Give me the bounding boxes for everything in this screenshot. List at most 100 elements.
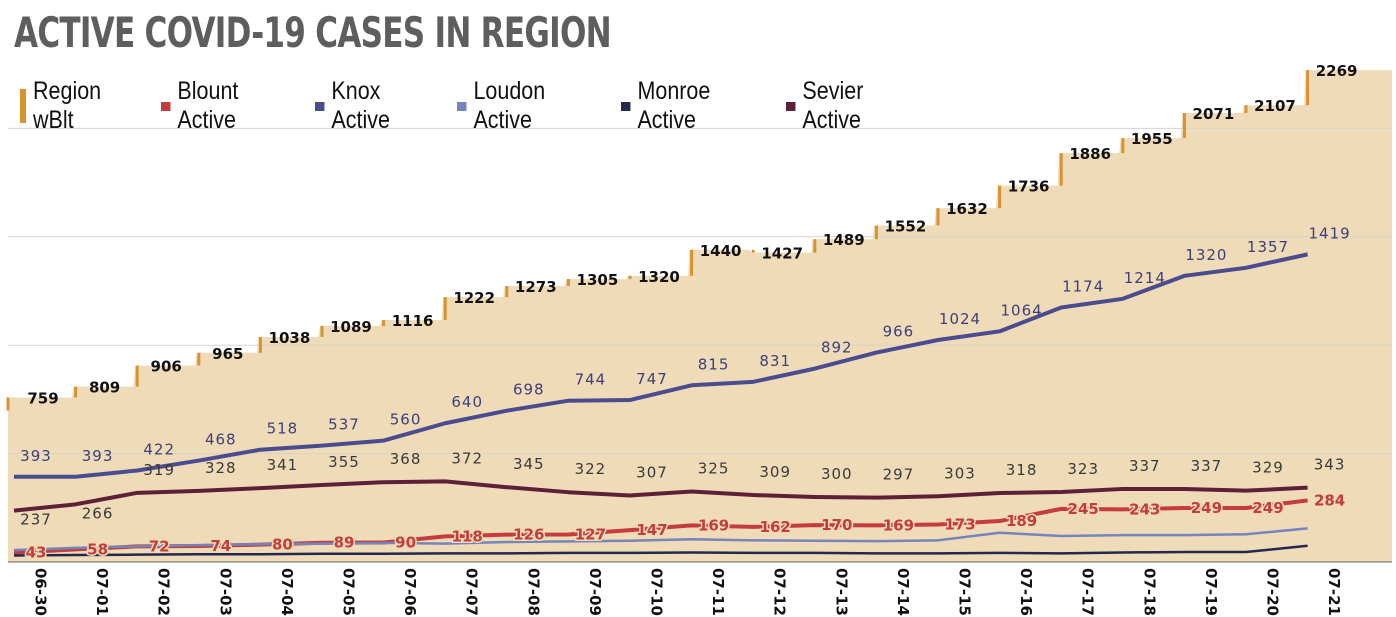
region-value-label: 1489 [823,231,865,249]
sevier-value-label: 372 [451,449,483,467]
knox-value-label: 422 [143,441,175,459]
x-tick-label: 07-04 [278,568,296,616]
knox-value-label: 1214 [1124,269,1166,287]
blount-value-label: 173 [944,515,975,533]
legend-swatch-monroe [621,101,631,111]
blount-value-label: 189 [1006,512,1037,530]
sevier-value-label: 325 [698,460,730,478]
x-tick-label: 07-13 [832,568,850,616]
knox-value-label: 518 [267,420,299,438]
region-value-label: 1955 [1131,130,1173,148]
region-value-label: 1089 [330,318,372,336]
x-tick-label: 07-09 [586,568,604,616]
blount-value-label: 90 [395,533,416,551]
legend-item-sevier: Sevier Active [786,77,901,135]
legend-item-knox: Knox Active [314,77,420,135]
region-value-label: 1632 [946,200,988,218]
knox-value-label: 560 [390,411,422,429]
blount-value-label: 43 [26,544,47,562]
blount-value-label: 127 [575,525,606,543]
region-value-label: 2269 [1316,62,1358,80]
x-tick-label: 07-02 [155,568,173,616]
knox-value-label: 393 [82,447,114,465]
knox-value-label: 1024 [939,310,981,328]
sevier-value-label: 368 [390,450,422,468]
legend-label-knox: Knox Active [331,77,390,134]
sevier-value-label: 355 [328,453,360,471]
sevier-value-label: 237 [20,511,52,529]
legend-item-region: Region wBlt [20,77,124,135]
x-tick-label: 07-07 [463,568,481,616]
sevier-value-label: 266 [82,504,114,522]
region-value-label: 759 [27,389,58,407]
sevier-value-label: 297 [883,466,915,484]
sevier-value-label: 328 [205,459,237,477]
region-value-label: 1552 [885,218,927,236]
x-tick-label: 07-15 [956,568,974,616]
x-axis: 06-30 07-01 07-02 07-03 07-04 07-05 07-06 07-07… [8,561,1392,616]
blount-value-label: 80 [272,536,293,554]
x-tick-label: 07-05 [340,568,358,616]
blount-value-label: 72 [149,537,170,555]
blount-value-label: 284 [1314,491,1345,509]
region-value-label: 1222 [453,289,495,307]
legend-label-blount: Blount Active [177,77,239,134]
region-value-label: 1116 [392,312,434,330]
sevier-value-label: 337 [1129,457,1161,475]
blount-value-label: 118 [452,527,483,545]
data-labels: 759 809 906 965 1038 1089 1116 1222 1273 1305 1320… [20,62,1358,563]
knox-value-label: 537 [328,416,360,434]
x-tick-label: 07-06 [401,568,419,616]
sevier-value-label: 329 [1252,459,1284,477]
sevier-value-label: 345 [513,455,545,473]
region-value-label: 1427 [761,245,803,263]
region-value-label: 1886 [1069,145,1111,163]
region-value-label: 2107 [1254,97,1296,115]
legend-swatch-region [20,89,27,123]
sevier-value-label: 303 [944,464,976,482]
knox-value-label: 831 [759,352,791,370]
blount-value-label: 147 [636,521,667,539]
grid-lines [8,127,1392,455]
legend-label-region: Region wBlt [33,77,102,134]
blount-value-label: 74 [210,537,231,555]
knox-value-label: 744 [575,371,607,389]
blount-value-label: 58 [87,540,108,558]
sevier-value-label: 322 [575,460,607,478]
legend-label-monroe: Monroe Active [637,77,711,134]
knox-value-label: 468 [205,431,237,449]
x-tick-label: 07-16 [1017,568,1035,616]
region-value-label: 1320 [638,268,680,286]
region-value-label: 1305 [577,271,619,289]
series-line-monroe-active [13,544,1308,557]
sevier-value-label: 309 [759,463,791,481]
legend-swatch-loudon [457,101,467,111]
blount-value-label: 170 [821,516,852,534]
legend-swatch-knox [314,101,325,111]
x-tick-label: 07-03 [216,568,234,616]
sevier-value-label: 337 [1191,457,1223,475]
x-tick-label: 07-21 [1325,568,1343,616]
knox-value-label: 892 [821,339,853,357]
blount-value-label: 249 [1252,499,1283,517]
sevier-value-label: 307 [636,463,668,481]
x-tick-label: 07-19 [1202,568,1220,616]
legend-label-loudon: Loudon Active [473,77,546,134]
region-area [8,70,1392,562]
x-tick-label: 07-12 [771,568,789,616]
knox-value-label: 698 [513,381,545,399]
blount-value-label: 249 [1191,499,1222,517]
x-tick-label: 07-14 [894,568,912,616]
sevier-value-label: 318 [1006,461,1038,479]
region-value-label: 1273 [515,278,557,296]
legend-item-blount: Blount Active [160,77,276,135]
legend-item-monroe: Monroe Active [621,77,746,135]
legend-swatch-sevier [786,101,796,111]
knox-value-label: 1320 [1185,246,1227,264]
knox-value-label: 640 [451,393,483,411]
legend-item-loudon: Loudon Active [457,77,581,135]
series-line-loudon-active [13,527,1308,552]
x-tick-label: 07-01 [93,568,111,616]
knox-value-label: 1419 [1309,224,1351,242]
